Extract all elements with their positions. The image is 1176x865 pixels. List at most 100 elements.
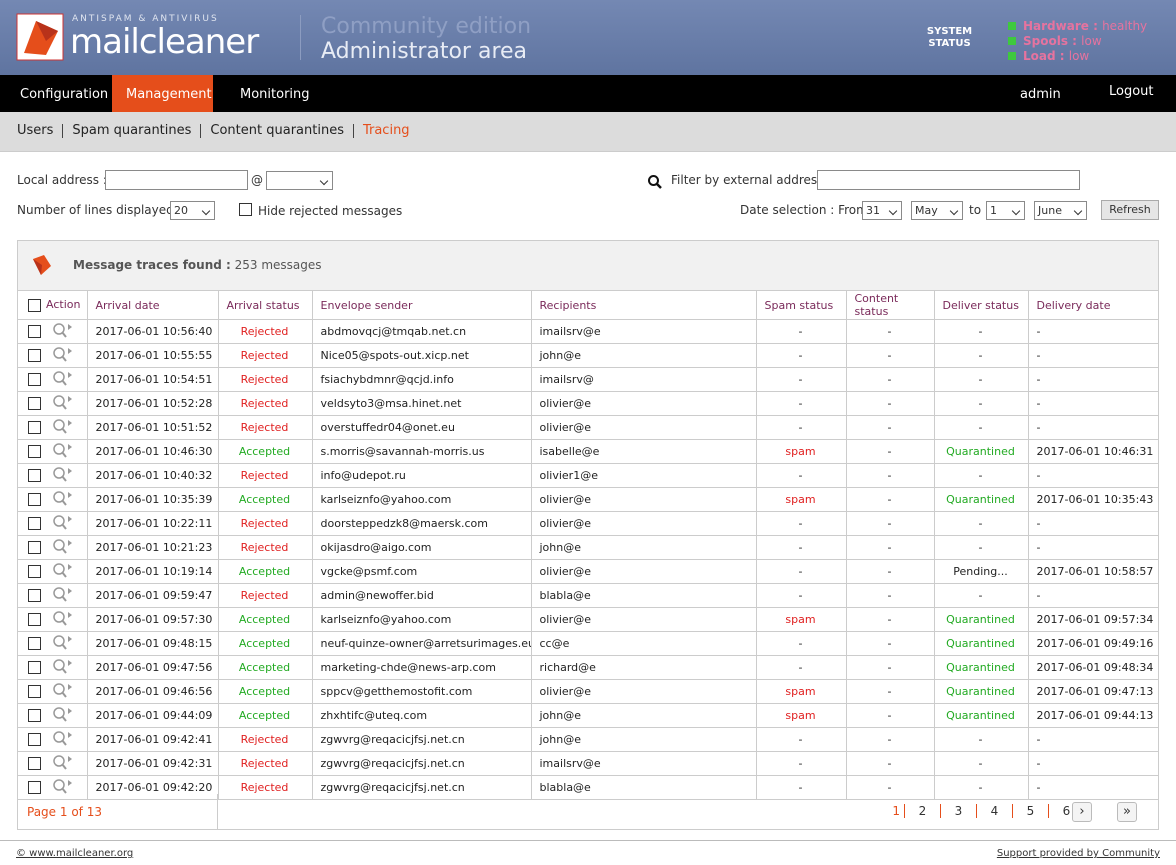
to-month[interactable]: June	[1034, 201, 1087, 220]
trace-row: 2017-06-01 09:59:47 Rejected admin@newoffe…	[18, 583, 1159, 608]
action-cell	[18, 463, 88, 488]
logout[interactable]: Logout	[1109, 84, 1154, 99]
trace-icon[interactable]	[50, 705, 74, 723]
page-link[interactable]: 2	[904, 804, 940, 818]
action-cell	[18, 679, 88, 704]
cell: Accepted	[218, 487, 313, 512]
nav-item[interactable]: Management	[112, 75, 213, 112]
cell: zgwvrg@reqacicjfsj.net.cn	[312, 751, 532, 776]
cell: olivier@e	[531, 391, 757, 416]
cell: fsiachybdmnr@qcjd.info	[312, 367, 532, 392]
row-checkbox[interactable]	[28, 298, 41, 312]
row-checkbox[interactable]	[28, 517, 41, 530]
trace-icon[interactable]	[50, 585, 74, 603]
trace-icon[interactable]	[50, 777, 74, 795]
local-address-label: Local address :	[17, 173, 107, 187]
row-checkbox[interactable]	[28, 685, 41, 698]
trace-icon[interactable]	[50, 441, 74, 459]
status-label: Load :	[1023, 49, 1065, 63]
cell: admin@newoffer.bid	[312, 583, 532, 608]
cell: -	[846, 535, 935, 560]
cell: 2017-06-01 10:55:55	[87, 343, 219, 368]
refresh-button[interactable]: Refresh	[1101, 200, 1159, 220]
row-checkbox[interactable]	[28, 421, 41, 434]
cell: s.morris@savannah-morris.us	[312, 439, 532, 464]
cell: Rejected	[218, 319, 313, 344]
row-checkbox[interactable]	[28, 637, 41, 650]
sub-nav-item[interactable]: Tracing	[352, 124, 419, 138]
sub-nav-item[interactable]: Users	[17, 123, 54, 138]
trace-icon[interactable]	[50, 369, 74, 387]
page-link[interactable]: 1	[892, 804, 900, 818]
status-item: Spools : low	[1008, 34, 1102, 48]
cell: 2017-06-01 09:49:16	[1028, 631, 1159, 656]
support-link[interactable]: Support provided by Community	[996, 848, 1160, 859]
trace-row: 2017-06-01 09:47:56 Accepted marketing-chd…	[18, 655, 1159, 680]
results-count: Message traces found : 253 messages	[73, 258, 322, 272]
trace-icon[interactable]	[50, 753, 74, 771]
external-input[interactable]	[817, 170, 1080, 190]
row-checkbox[interactable]	[28, 589, 41, 602]
row-checkbox[interactable]	[28, 757, 41, 770]
cell: -	[846, 487, 935, 512]
trace-icon[interactable]	[50, 321, 74, 339]
row-checkbox[interactable]	[28, 661, 41, 674]
cell: Rejected	[218, 511, 313, 536]
cell: Rejected	[218, 343, 313, 368]
trace-icon[interactable]	[50, 513, 74, 531]
row-checkbox[interactable]	[28, 397, 41, 410]
column-header: Action	[18, 291, 88, 320]
trace-icon[interactable]	[50, 345, 74, 363]
row-checkbox[interactable]	[28, 445, 41, 458]
row-checkbox[interactable]	[28, 373, 41, 386]
trace-icon[interactable]	[50, 681, 74, 699]
domain-select[interactable]	[266, 171, 333, 190]
to-day[interactable]: 1	[986, 201, 1025, 220]
trace-icon[interactable]	[50, 393, 74, 411]
row-checkbox[interactable]	[28, 469, 41, 482]
sub-nav-item[interactable]: Content quarantines	[200, 124, 353, 138]
last-page[interactable]: »	[1117, 802, 1137, 822]
trace-icon[interactable]	[50, 489, 74, 507]
page-link[interactable]: 6	[1048, 804, 1084, 818]
trace-icon[interactable]	[50, 657, 74, 675]
row-checkbox[interactable]	[28, 733, 41, 746]
row-checkbox[interactable]	[28, 613, 41, 626]
logo-text[interactable]: mailcleaner	[70, 22, 259, 62]
trace-icon[interactable]	[50, 561, 74, 579]
row-checkbox[interactable]	[28, 325, 41, 338]
trace-icon[interactable]	[50, 417, 74, 435]
page-link[interactable]: 4	[976, 804, 1012, 818]
sub-nav: Users Spam quarantines Content quarantin…	[0, 112, 1176, 152]
row-checkbox[interactable]	[28, 349, 41, 362]
action-cell	[18, 415, 88, 440]
local-address-input[interactable]	[105, 170, 248, 190]
edition: Community edition	[321, 14, 532, 39]
page-link[interactable]: 5	[1012, 804, 1048, 818]
hide-rejected-checkbox[interactable]	[239, 203, 252, 216]
trace-icon[interactable]	[50, 465, 74, 483]
trace-icon[interactable]	[50, 633, 74, 651]
cell: -	[1028, 415, 1159, 440]
next-page[interactable]: ›	[1072, 802, 1092, 822]
sub-nav-item[interactable]: Spam quarantines	[62, 124, 200, 138]
cell: john@e	[531, 703, 757, 728]
nav-item[interactable]: Monitoring	[240, 87, 310, 102]
row-checkbox[interactable]	[28, 493, 41, 506]
copyright-link[interactable]: © www.mailcleaner.org	[16, 848, 134, 859]
row-checkbox[interactable]	[28, 565, 41, 578]
trace-icon[interactable]	[50, 537, 74, 555]
from-month[interactable]: May	[911, 201, 963, 220]
from-day[interactable]: 31	[862, 201, 902, 220]
status-value: low	[1068, 49, 1090, 63]
row-checkbox[interactable]	[28, 781, 41, 794]
page-link[interactable]: 3	[940, 804, 976, 818]
lines-select[interactable]: 20	[170, 201, 215, 220]
cell: -	[846, 343, 935, 368]
row-checkbox[interactable]	[28, 541, 41, 554]
nav-item[interactable]: Configuration	[20, 87, 109, 102]
trace-row: 2017-06-01 10:46:30 Accepted s.morris@sava…	[18, 439, 1159, 464]
trace-icon[interactable]	[50, 609, 74, 627]
trace-icon[interactable]	[50, 729, 74, 747]
row-checkbox[interactable]	[28, 709, 41, 722]
